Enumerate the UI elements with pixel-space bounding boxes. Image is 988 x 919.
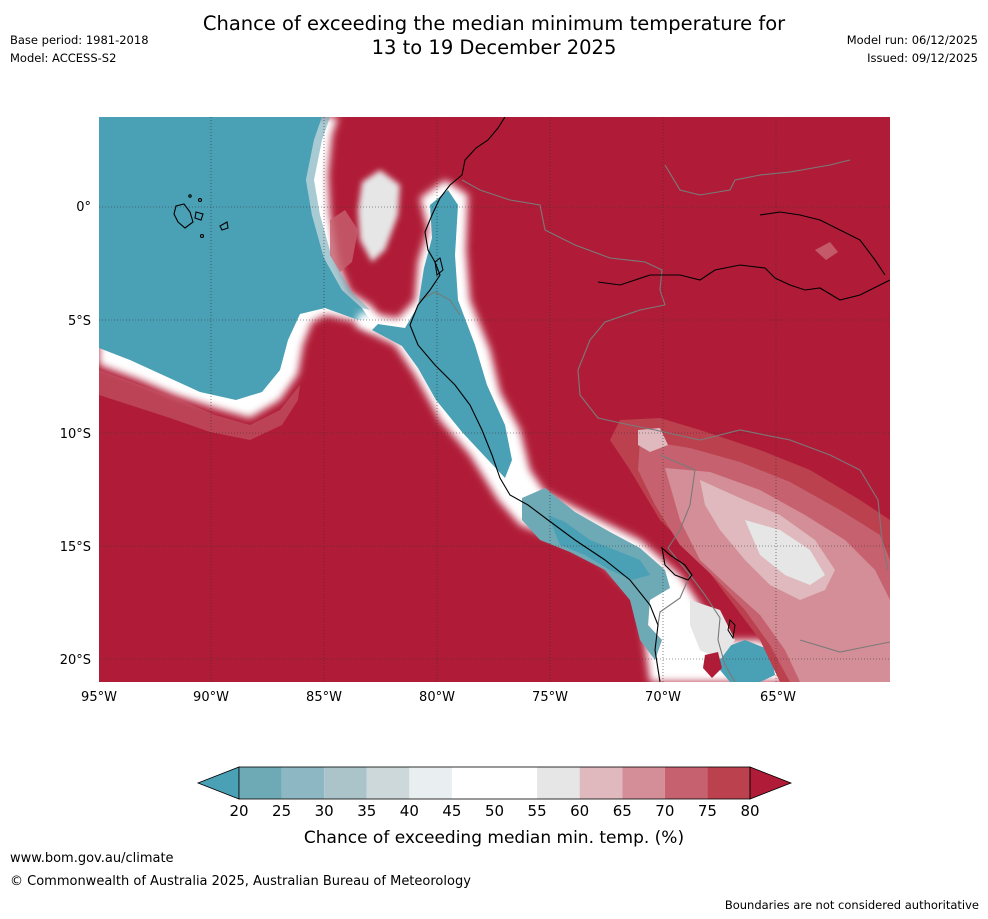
border-peru-bolivia	[657, 454, 696, 626]
colorbar-tick: 65	[613, 802, 632, 820]
north-pink-patch	[330, 210, 358, 272]
sw-gradient	[99, 370, 300, 440]
island-pinta	[197, 197, 203, 203]
inland-warm-spot	[703, 652, 722, 678]
border-bolivia-chile	[689, 574, 736, 682]
colorbar-segment	[537, 767, 580, 799]
colorbar-tick: 20	[229, 802, 248, 820]
model-text: Model: ACCESS-S2	[10, 51, 117, 65]
colorbar-segment	[664, 767, 708, 799]
island-genovesa	[188, 194, 192, 198]
colorbar-tick: 55	[528, 802, 547, 820]
meta-left: Base period: 1981-2018 Model: ACCESS-S2	[10, 31, 149, 67]
coastline-amazon-river	[597, 264, 890, 301]
coastal-cool-halo	[355, 180, 800, 682]
colorbar-tick: 70	[655, 802, 674, 820]
coastline-pacific	[409, 117, 661, 682]
colorbar-tick: 35	[357, 802, 376, 820]
graticule	[99, 117, 890, 682]
lon-label: 75°W	[532, 690, 568, 705]
island-san-cristobal	[219, 221, 229, 231]
colorbar: 20 25 30 35 40 45 50 55 60 65 70 75 80 C…	[196, 766, 793, 848]
gulf-guayaquil	[434, 257, 444, 276]
lake-titicaca	[661, 546, 693, 581]
colorbar-extend-high	[749, 766, 793, 800]
colorbar-tick: 25	[272, 802, 291, 820]
lon-label: 85°W	[306, 690, 342, 705]
south-cool-patch-3	[718, 640, 775, 682]
colorbar-segment	[451, 767, 495, 799]
lon-label: 80°W	[419, 690, 455, 705]
border-ecuador-peru	[419, 291, 461, 316]
colorbar-segment	[239, 767, 282, 799]
ocean-cool-edge	[306, 117, 370, 310]
border-bolivia-paraguay	[799, 639, 890, 653]
border-peru-brazil	[577, 304, 666, 431]
south-cool-patch-2	[548, 515, 650, 580]
colorbar-extend-low	[196, 766, 240, 800]
inland-minor-patch	[638, 428, 668, 452]
lat-label: 10°S	[60, 427, 91, 442]
lat-label: 15°S	[60, 540, 91, 555]
title-line-1: Chance of exceeding the median minimum t…	[202, 12, 786, 35]
border-colombia-ecuador-peru	[461, 179, 666, 306]
colorbar-segment	[324, 767, 367, 799]
galapagos-islands	[173, 194, 229, 239]
lat-label: 20°S	[60, 653, 91, 668]
lon-label: 95°W	[81, 690, 117, 705]
colorbar-outline	[238, 766, 751, 800]
amazon-spot	[815, 242, 838, 260]
footer-url: www.bom.gov.au/climate	[10, 851, 174, 866]
colorbar-segment	[366, 767, 410, 799]
south-neutral-patch	[690, 600, 735, 660]
lon-label: 65°W	[760, 690, 796, 705]
lat-label: 5°S	[68, 314, 91, 329]
colorbar-tick: 80	[740, 802, 759, 820]
title-line-2: 13 to 19 December 2025	[371, 36, 617, 59]
island-espanola	[199, 233, 205, 239]
border-colombia-venezuela	[664, 159, 851, 196]
ocean-cool-core	[99, 117, 370, 400]
colorbar-tick: 40	[400, 802, 419, 820]
colorbar-tick: 50	[485, 802, 504, 820]
lat-labels: 0° 5°S 10°S 15°S 20°S	[60, 200, 91, 668]
inland-band-55	[745, 520, 825, 585]
country-borders	[419, 159, 890, 682]
meta-right: Model run: 06/12/2025 Issued: 09/12/2025	[847, 31, 978, 67]
colorbar-segments	[239, 767, 750, 799]
footer-disclaimer: Boundaries are not considered authoritat…	[724, 898, 979, 912]
footer-copyright: © Commonwealth of Australia 2025, Austra…	[10, 874, 471, 889]
island-santa-cruz	[194, 211, 204, 221]
colorbar-segment	[494, 767, 538, 799]
colorbar-label: Chance of exceeding median min. temp. (%…	[304, 828, 684, 848]
coastline-rio-negro	[759, 211, 886, 276]
colorbar-tick: 30	[315, 802, 334, 820]
base-period-text: Base period: 1981-2018	[10, 33, 149, 47]
map-field	[99, 117, 890, 682]
lon-labels: 95°W 90°W 85°W 80°W 75°W 70°W 65°W	[81, 690, 796, 705]
colorbar-tick: 75	[698, 802, 717, 820]
colorbar-segment	[579, 767, 623, 799]
north-light-patch	[358, 170, 400, 262]
island-isabela	[173, 203, 194, 229]
colorbar-tick: 45	[442, 802, 461, 820]
colorbar-segment	[622, 767, 665, 799]
map-title: Chance of exceeding the median minimum t…	[0, 12, 988, 60]
issued-text: Issued: 09/12/2025	[867, 51, 978, 65]
coastal-cool-core	[372, 190, 512, 478]
model-run-text: Model run: 06/12/2025	[846, 33, 978, 47]
colorbar-ticks: 20 25 30 35 40 45 50 55 60 65 70 75 80	[229, 802, 759, 820]
lake-poopo	[727, 618, 736, 640]
border-bolivia-brazil	[654, 429, 889, 571]
colorbar-tick: 60	[570, 802, 589, 820]
lon-label: 70°W	[645, 690, 681, 705]
lat-label: 0°	[76, 200, 91, 215]
lon-label: 90°W	[193, 690, 229, 705]
coastlines	[409, 117, 890, 682]
colorbar-segment	[707, 767, 750, 799]
colorbar-segment	[409, 767, 452, 799]
colorbar-segment	[281, 767, 325, 799]
